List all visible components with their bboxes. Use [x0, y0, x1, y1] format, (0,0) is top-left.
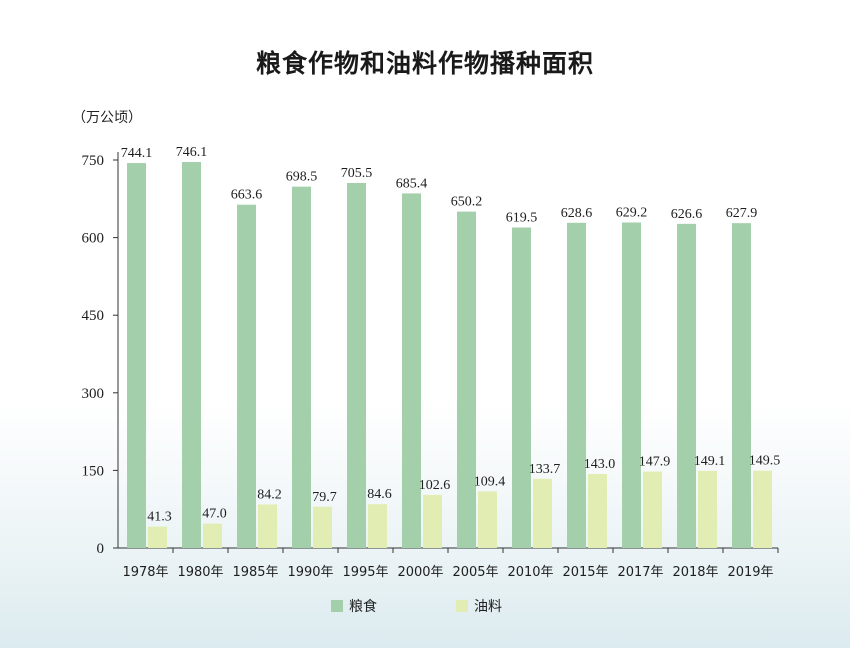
- x-tick-label: 1978年: [122, 565, 168, 580]
- y-tick-label: 750: [82, 153, 105, 169]
- bars: [127, 162, 772, 549]
- bar-oil: [423, 494, 442, 548]
- x-tick-label: 2018年: [672, 565, 718, 580]
- data-label: 79.7: [312, 490, 337, 505]
- y-tick-label: 150: [82, 463, 105, 479]
- bar-oil: [368, 504, 387, 548]
- bar-grain: [292, 186, 311, 548]
- x-tick-label: 1990年: [287, 565, 333, 580]
- x-tick-label: 2017年: [617, 565, 663, 580]
- legend-label: 油料: [474, 599, 502, 615]
- bar-oil: [698, 470, 717, 548]
- y-tick-label: 300: [82, 386, 105, 402]
- y-axis-unit: （万公顷）: [72, 110, 142, 126]
- bar-oil: [148, 526, 167, 548]
- data-label: 746.1: [176, 145, 208, 160]
- data-label: 102.6: [419, 478, 451, 493]
- data-label: 698.5: [286, 170, 318, 185]
- bar-oil: [588, 474, 607, 548]
- bar-oil: [258, 504, 277, 548]
- data-label: 147.9: [639, 454, 671, 469]
- data-label: 663.6: [231, 188, 263, 203]
- data-label: 109.4: [474, 474, 506, 489]
- bar-grain: [512, 227, 531, 548]
- x-tick-label: 1980年: [177, 565, 223, 580]
- bar-grain: [732, 223, 751, 549]
- data-label: 47.0: [202, 507, 227, 522]
- bar-grain: [127, 163, 146, 549]
- bar-grain: [457, 211, 476, 548]
- x-tick-label: 1995年: [342, 565, 388, 580]
- x-tick-label: 1985年: [232, 565, 278, 580]
- x-tick-label: 2000年: [397, 565, 443, 580]
- legend-label: 粮食: [349, 598, 377, 615]
- legend-swatch: [331, 600, 343, 612]
- bar-oil: [478, 491, 497, 548]
- bar-oil: [643, 471, 662, 548]
- data-label: 84.6: [367, 487, 392, 502]
- bar-grain: [182, 162, 201, 549]
- data-label: 626.6: [671, 207, 703, 222]
- data-labels: 744.1 41.3 746.1 47.0 663.6 84.2 698.5 79.7 705.…: [121, 145, 781, 525]
- data-label: 629.2: [616, 205, 648, 220]
- data-label: 133.7: [529, 462, 561, 477]
- legend: 粮食 油料: [331, 598, 502, 615]
- data-label: 84.2: [257, 487, 282, 502]
- x-tick-label: 2019年: [727, 565, 773, 580]
- bar-grain: [347, 183, 366, 548]
- bar-grain: [622, 222, 641, 548]
- data-label: 650.2: [451, 195, 483, 210]
- x-tick-label: 2005年: [452, 565, 498, 580]
- y-tick-label: 0: [97, 541, 105, 557]
- data-label: 143.0: [584, 457, 616, 472]
- bar-oil: [533, 478, 552, 548]
- bar-grain: [237, 204, 256, 548]
- data-label: 41.3: [147, 510, 172, 525]
- bar-grain: [567, 222, 586, 548]
- data-label: 744.1: [121, 146, 153, 161]
- bar-grain: [677, 223, 696, 548]
- x-tick-label: 2010年: [507, 565, 553, 580]
- data-label: 628.6: [561, 206, 593, 221]
- chart-title: 粮食作物和油料作物播种面积: [255, 49, 594, 78]
- bar-oil: [203, 523, 222, 548]
- bar-grain: [402, 193, 421, 548]
- y-tick-label: 600: [82, 231, 105, 247]
- axes: 0 150 300 450 600 750 1978年 1980年 1985年 1990年 1995…: [82, 152, 779, 580]
- y-tick-label: 450: [82, 308, 105, 324]
- bar-oil: [753, 470, 772, 548]
- data-label: 627.9: [726, 206, 758, 221]
- data-label: 149.5: [749, 454, 781, 469]
- data-label: 705.5: [341, 166, 373, 181]
- data-label: 149.1: [694, 454, 726, 469]
- bar-oil: [313, 506, 332, 548]
- data-label: 619.5: [506, 211, 538, 226]
- x-tick-label: 2015年: [562, 565, 608, 580]
- legend-swatch: [456, 600, 468, 612]
- data-label: 685.4: [396, 176, 428, 191]
